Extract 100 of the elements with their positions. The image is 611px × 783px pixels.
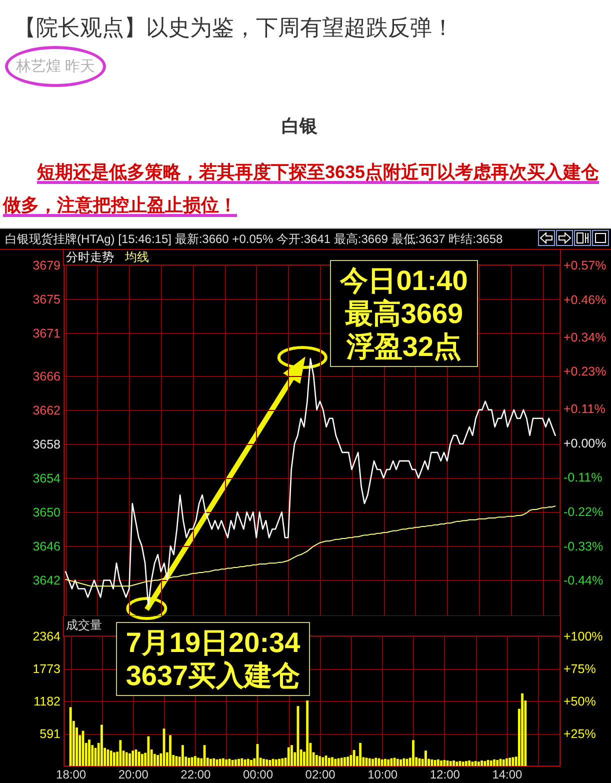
y-tick-label: 3675 bbox=[32, 292, 61, 307]
bar bbox=[315, 755, 318, 766]
annotation: 7月19日20:34 3637买入建仓 bbox=[116, 622, 310, 696]
bar bbox=[250, 760, 252, 766]
bar bbox=[393, 758, 396, 766]
bar bbox=[234, 759, 237, 766]
bar bbox=[197, 758, 200, 766]
y2-tick-label: +0.46% bbox=[564, 292, 606, 307]
text: 短期还是低多策略，若其再度下探至3635点附近可以考虑再次买入建仓做多，注意把控止盈止损位！ bbox=[3, 161, 600, 217]
chart-subtitle: 白银 bbox=[280, 115, 318, 138]
bar bbox=[88, 740, 90, 766]
y-tick-label: 1182 bbox=[34, 694, 61, 708]
text: 白银现货挂牌(HTAg) [15:46:15] 最新:3660 +0.05% 今开:3641 最高:3669 最低:3637 昨结:3658 bbox=[5, 231, 503, 248]
y-tick-label: 1773 bbox=[32, 662, 61, 676]
bar bbox=[359, 742, 362, 766]
bar bbox=[225, 759, 228, 766]
bar bbox=[318, 756, 321, 766]
bar bbox=[290, 745, 293, 766]
x-tick-label: 10:00 bbox=[368, 768, 398, 782]
bar bbox=[228, 758, 231, 766]
y2-tick-label: +75% bbox=[564, 662, 596, 676]
x-tick-label: 18:00 bbox=[56, 768, 86, 782]
bar bbox=[334, 758, 337, 766]
bar bbox=[278, 758, 280, 766]
bar bbox=[384, 758, 386, 766]
bar bbox=[340, 758, 343, 766]
bar bbox=[506, 758, 508, 766]
bar bbox=[352, 750, 356, 766]
bar bbox=[112, 752, 116, 766]
bar bbox=[462, 762, 464, 766]
bar bbox=[490, 760, 492, 766]
bar bbox=[153, 754, 156, 766]
bar bbox=[396, 758, 399, 766]
bar bbox=[272, 758, 274, 766]
bar bbox=[412, 740, 414, 766]
bar bbox=[141, 754, 144, 766]
bar bbox=[436, 759, 440, 766]
bar bbox=[468, 760, 471, 766]
bar bbox=[106, 750, 110, 766]
bar bbox=[222, 758, 224, 766]
text: 均线 bbox=[124, 250, 149, 264]
bar bbox=[502, 759, 505, 766]
bar bbox=[496, 760, 499, 766]
y-tick-label: 591 bbox=[40, 727, 61, 741]
x-tick-label: 14:00 bbox=[492, 768, 523, 782]
y-tick-label: 3679 bbox=[32, 258, 61, 272]
annotation: 今日01:40 最高3669 浮盈32点 bbox=[330, 260, 478, 366]
bar bbox=[387, 759, 390, 766]
bar bbox=[456, 762, 458, 766]
bar bbox=[434, 760, 436, 766]
bar bbox=[477, 762, 480, 766]
y2-tick-label: -0.11% bbox=[564, 470, 602, 485]
bar bbox=[262, 758, 265, 766]
bar bbox=[374, 758, 378, 766]
bar bbox=[231, 760, 234, 766]
x-tick-label: 12:00 bbox=[430, 768, 460, 782]
bar bbox=[210, 758, 212, 766]
text: 分时走势 bbox=[66, 250, 114, 264]
y-tick-label: 3646 bbox=[32, 540, 61, 554]
bar bbox=[372, 758, 374, 766]
bar bbox=[346, 756, 350, 766]
bar bbox=[452, 760, 455, 766]
bar bbox=[125, 752, 128, 766]
x-tick-label: 00:00 bbox=[242, 768, 274, 782]
y2-tick-label: +0.00% bbox=[564, 436, 606, 450]
bar bbox=[100, 724, 103, 766]
bar bbox=[194, 756, 196, 766]
x-tick-label: 02:00 bbox=[305, 768, 336, 782]
y2-tick-label: -0.44% bbox=[564, 574, 604, 588]
x-tick-label: 20:00 bbox=[118, 768, 149, 782]
bar bbox=[147, 736, 150, 766]
y-tick-label: 3666 bbox=[32, 369, 61, 384]
bar bbox=[480, 760, 483, 766]
bar bbox=[331, 757, 334, 766]
x-tick-label: 22:00 bbox=[180, 768, 212, 782]
bar bbox=[274, 759, 278, 766]
text: 林艺煌 昨天 bbox=[16, 57, 96, 76]
bar bbox=[266, 759, 268, 766]
bar bbox=[182, 745, 184, 766]
bar bbox=[246, 758, 250, 766]
bar bbox=[328, 758, 330, 766]
bar bbox=[306, 700, 309, 766]
bar bbox=[521, 693, 524, 766]
bar bbox=[138, 752, 140, 766]
bar bbox=[240, 758, 244, 766]
bar bbox=[380, 759, 384, 766]
y2-tick-label: +0.57% bbox=[564, 258, 606, 272]
bar bbox=[268, 760, 272, 766]
y2-tick-label: +0.34% bbox=[564, 330, 606, 344]
bar bbox=[430, 759, 434, 766]
y-tick-label: 3662 bbox=[32, 403, 61, 418]
bar bbox=[322, 757, 324, 766]
y2-tick-label: +25% bbox=[564, 727, 596, 741]
bar bbox=[119, 740, 122, 766]
bar bbox=[402, 758, 406, 766]
y-tick-label: 3671 bbox=[32, 326, 61, 341]
bar bbox=[443, 760, 446, 766]
bar bbox=[188, 758, 190, 766]
bar bbox=[110, 750, 112, 766]
y2-tick-label: -0.22% bbox=[564, 505, 604, 520]
